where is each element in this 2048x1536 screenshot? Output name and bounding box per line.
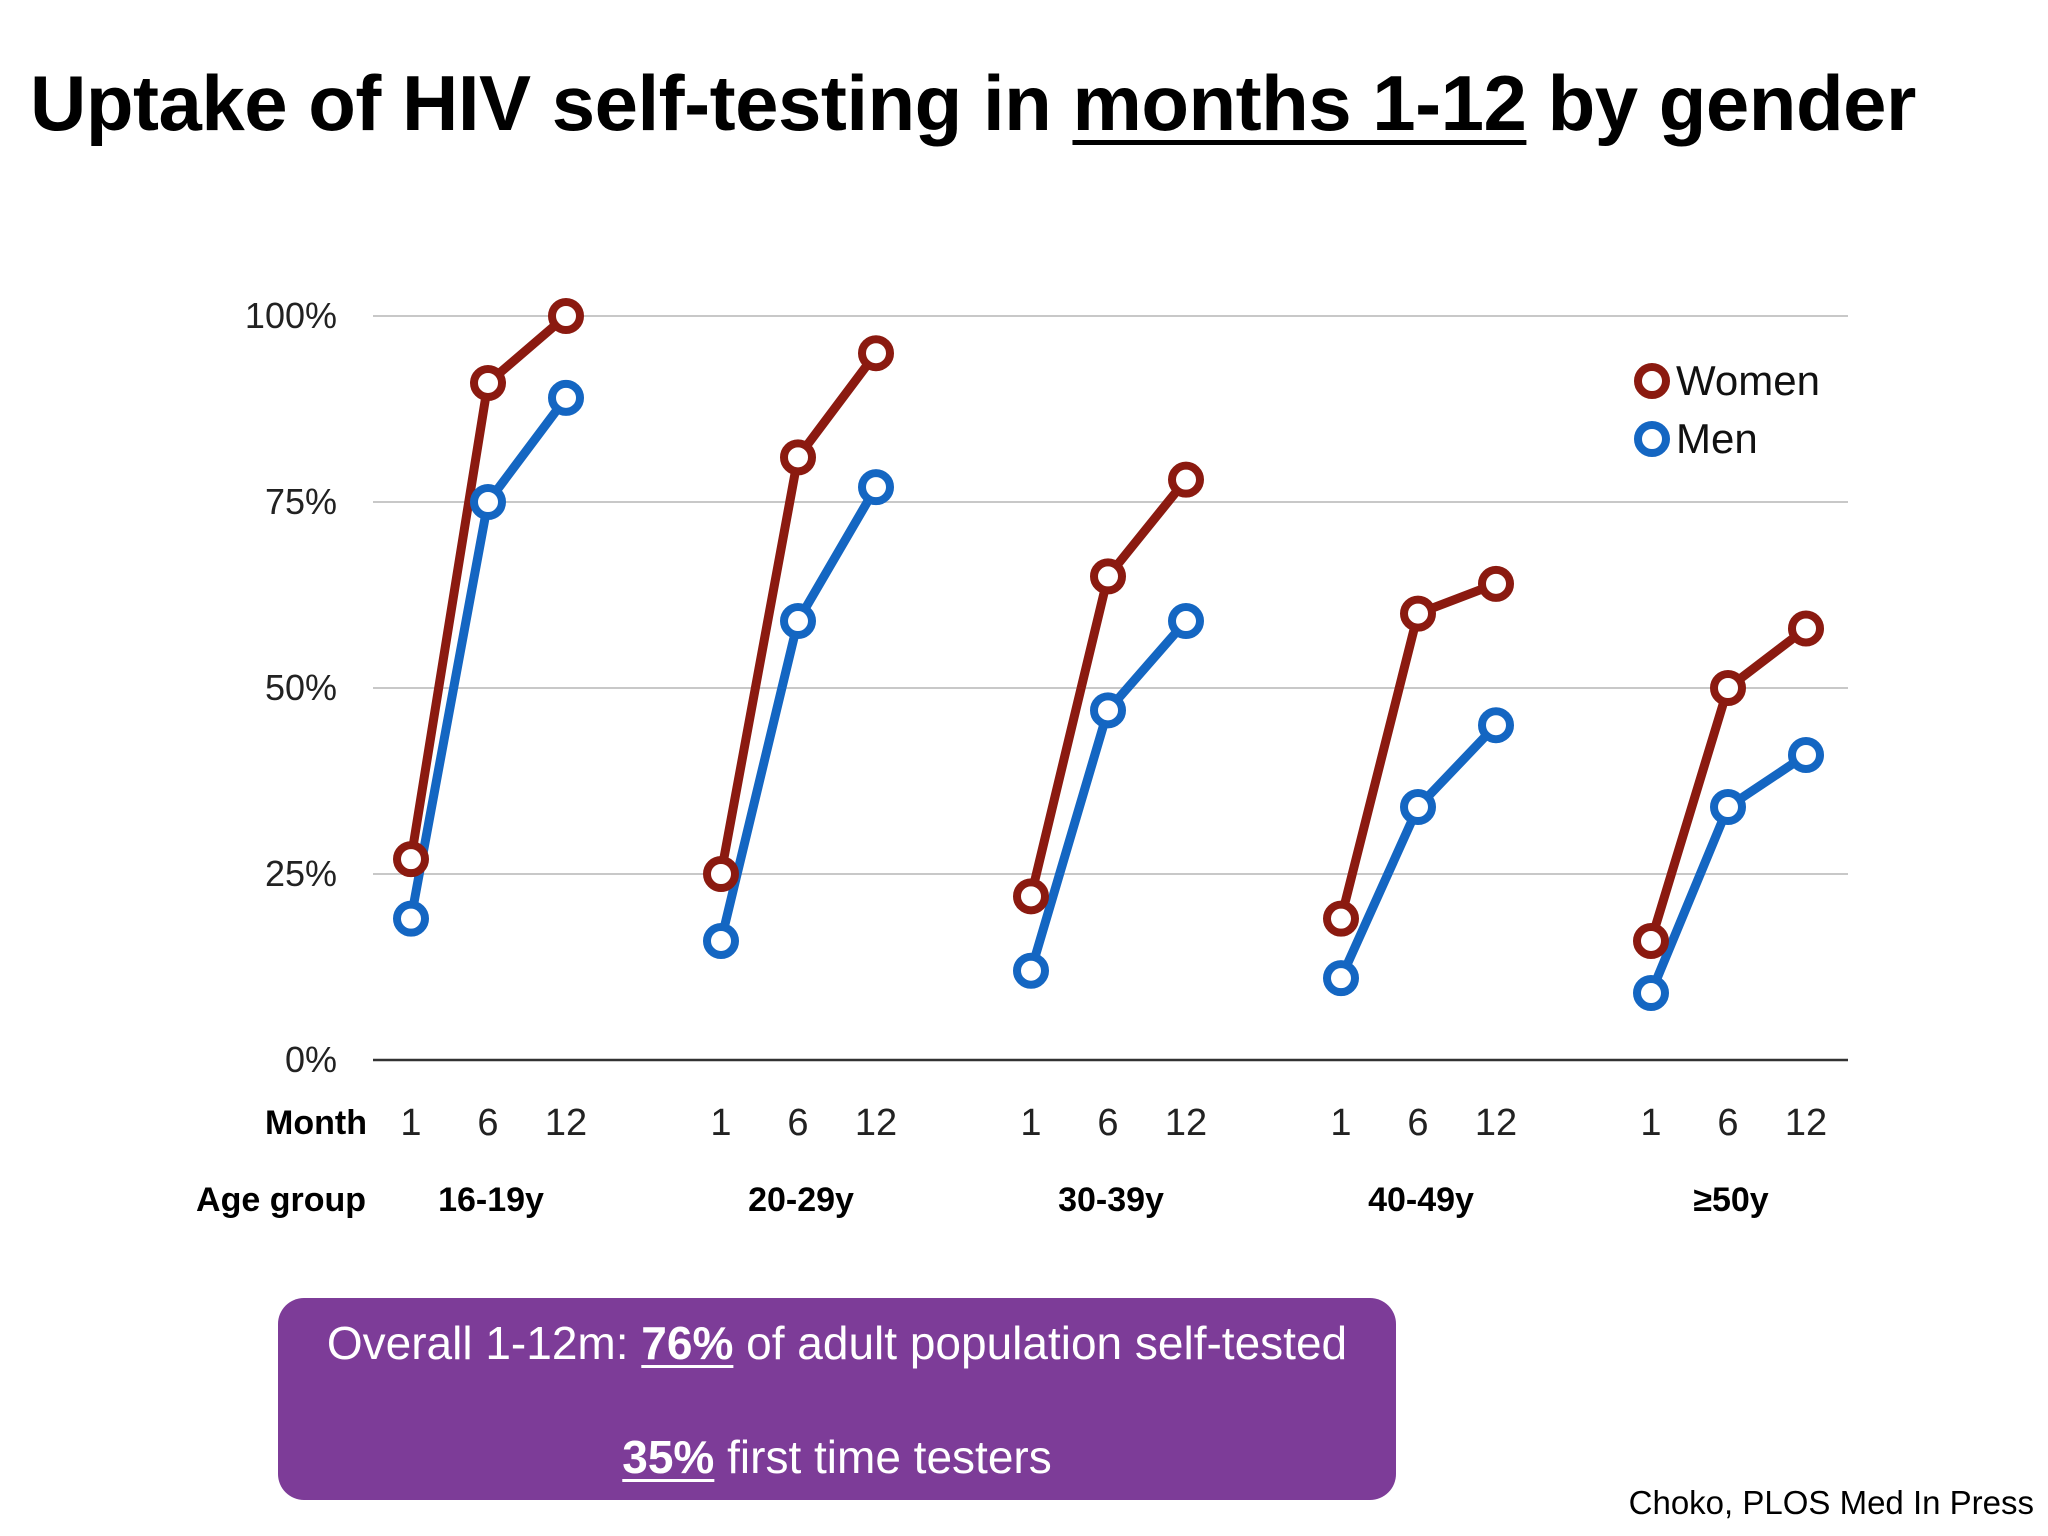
legend-marker-men	[1634, 421, 1670, 457]
legend-label-women: Women	[1676, 357, 1820, 404]
y-tick-label: 50%	[265, 667, 337, 708]
men-data-point	[393, 900, 429, 937]
women-data-point	[393, 841, 429, 878]
women-data-point	[1168, 461, 1204, 498]
women-data-point	[1478, 565, 1514, 602]
month-tick-label: 6	[477, 1102, 498, 1144]
legend-label-men: Men	[1676, 415, 1758, 462]
source-citation: Choko, PLOS Med In Press	[1628, 1484, 2034, 1521]
summary-first-time-percent: 35%	[622, 1431, 715, 1483]
men-data-point	[1400, 789, 1436, 826]
men-data-point	[1323, 960, 1359, 997]
men-data-point	[1478, 707, 1514, 744]
month-tick-label: 1	[1640, 1102, 1661, 1144]
men-data-point	[548, 379, 584, 416]
summary-overall-percent: 76%	[641, 1317, 734, 1369]
y-tick-label: 25%	[265, 853, 337, 894]
men-data-point	[1633, 975, 1669, 1012]
women-data-point	[1400, 595, 1436, 632]
age-group-label: 40-49y	[1368, 1181, 1474, 1219]
month-tick-label: 12	[1785, 1102, 1827, 1144]
age-group-label: 20-29y	[748, 1181, 854, 1219]
month-tick-label: 6	[1097, 1102, 1118, 1144]
summary-overall-text: of adult population self-tested	[733, 1317, 1348, 1369]
men-data-point	[1788, 736, 1824, 773]
month-tick-label: 1	[710, 1102, 731, 1144]
month-tick-label: 6	[1407, 1102, 1428, 1144]
men-series-line	[716, 482, 881, 946]
women-data-point	[858, 335, 894, 372]
title-text-end: by gender	[1526, 59, 1917, 147]
men-data-point	[703, 922, 739, 959]
month-tick-label: 6	[787, 1102, 808, 1144]
summary-box: Overall 1-12m: 76% of adult population s…	[278, 1298, 1396, 1500]
month-tick-label: 12	[1475, 1102, 1517, 1144]
men-data-point	[470, 484, 506, 520]
age-group-label: ≥50y	[1693, 1181, 1768, 1219]
women-data-point	[1633, 922, 1669, 959]
men-data-point	[1710, 789, 1746, 826]
month-tick-label: 6	[1717, 1102, 1738, 1144]
women-data-point	[548, 298, 584, 334]
women-data-point	[1090, 558, 1126, 595]
age-group-label: 16-19y	[438, 1181, 544, 1219]
summary-line-overall: Overall 1-12m: 76% of adult population s…	[278, 1316, 1396, 1370]
summary-first-time-text: first time testers	[714, 1431, 1052, 1483]
men-data-point	[780, 603, 816, 640]
legend-marker-women	[1634, 363, 1670, 399]
chart-grid	[373, 315, 1848, 1062]
men-series-line	[1336, 720, 1501, 983]
month-tick-label: 12	[1165, 1102, 1207, 1144]
title-text-start: Uptake of HIV self-testing in	[30, 59, 1073, 147]
summary-overall-label: Overall 1-12m:	[326, 1317, 642, 1369]
age-group-row-label: Age group	[196, 1181, 366, 1219]
women-data-point	[703, 856, 739, 892]
month-tick-label: 1	[1330, 1102, 1351, 1144]
women-data-point	[1788, 610, 1824, 647]
month-tick-label: 12	[855, 1102, 897, 1144]
men-data-point	[1013, 952, 1049, 989]
month-row-label: Month	[265, 1104, 367, 1142]
chart-series	[393, 298, 1824, 1012]
men-data-point	[1168, 603, 1204, 640]
month-tick-label: 1	[1020, 1102, 1041, 1144]
y-tick-label: 0%	[285, 1039, 337, 1080]
women-data-point	[1013, 878, 1049, 915]
men-series-line	[406, 393, 571, 924]
women-data-point	[1323, 900, 1359, 937]
slide-title: Uptake of HIV self-testing in months 1-1…	[30, 58, 1916, 149]
month-tick-label: 1	[400, 1102, 421, 1144]
men-data-point	[1090, 692, 1126, 729]
summary-line-first-time: 35% first time testers	[278, 1430, 1396, 1484]
men-data-point	[858, 469, 894, 506]
women-data-point	[780, 439, 816, 476]
title-text-underlined: months 1-12	[1072, 59, 1527, 147]
chart-legend: Women Men	[1634, 357, 1820, 462]
month-tick-label: 12	[545, 1102, 587, 1144]
y-tick-label: 75%	[265, 481, 337, 522]
y-tick-label: 100%	[245, 295, 337, 336]
age-group-label: 30-39y	[1058, 1181, 1164, 1219]
women-data-point	[1710, 670, 1746, 706]
women-data-point	[470, 364, 506, 401]
